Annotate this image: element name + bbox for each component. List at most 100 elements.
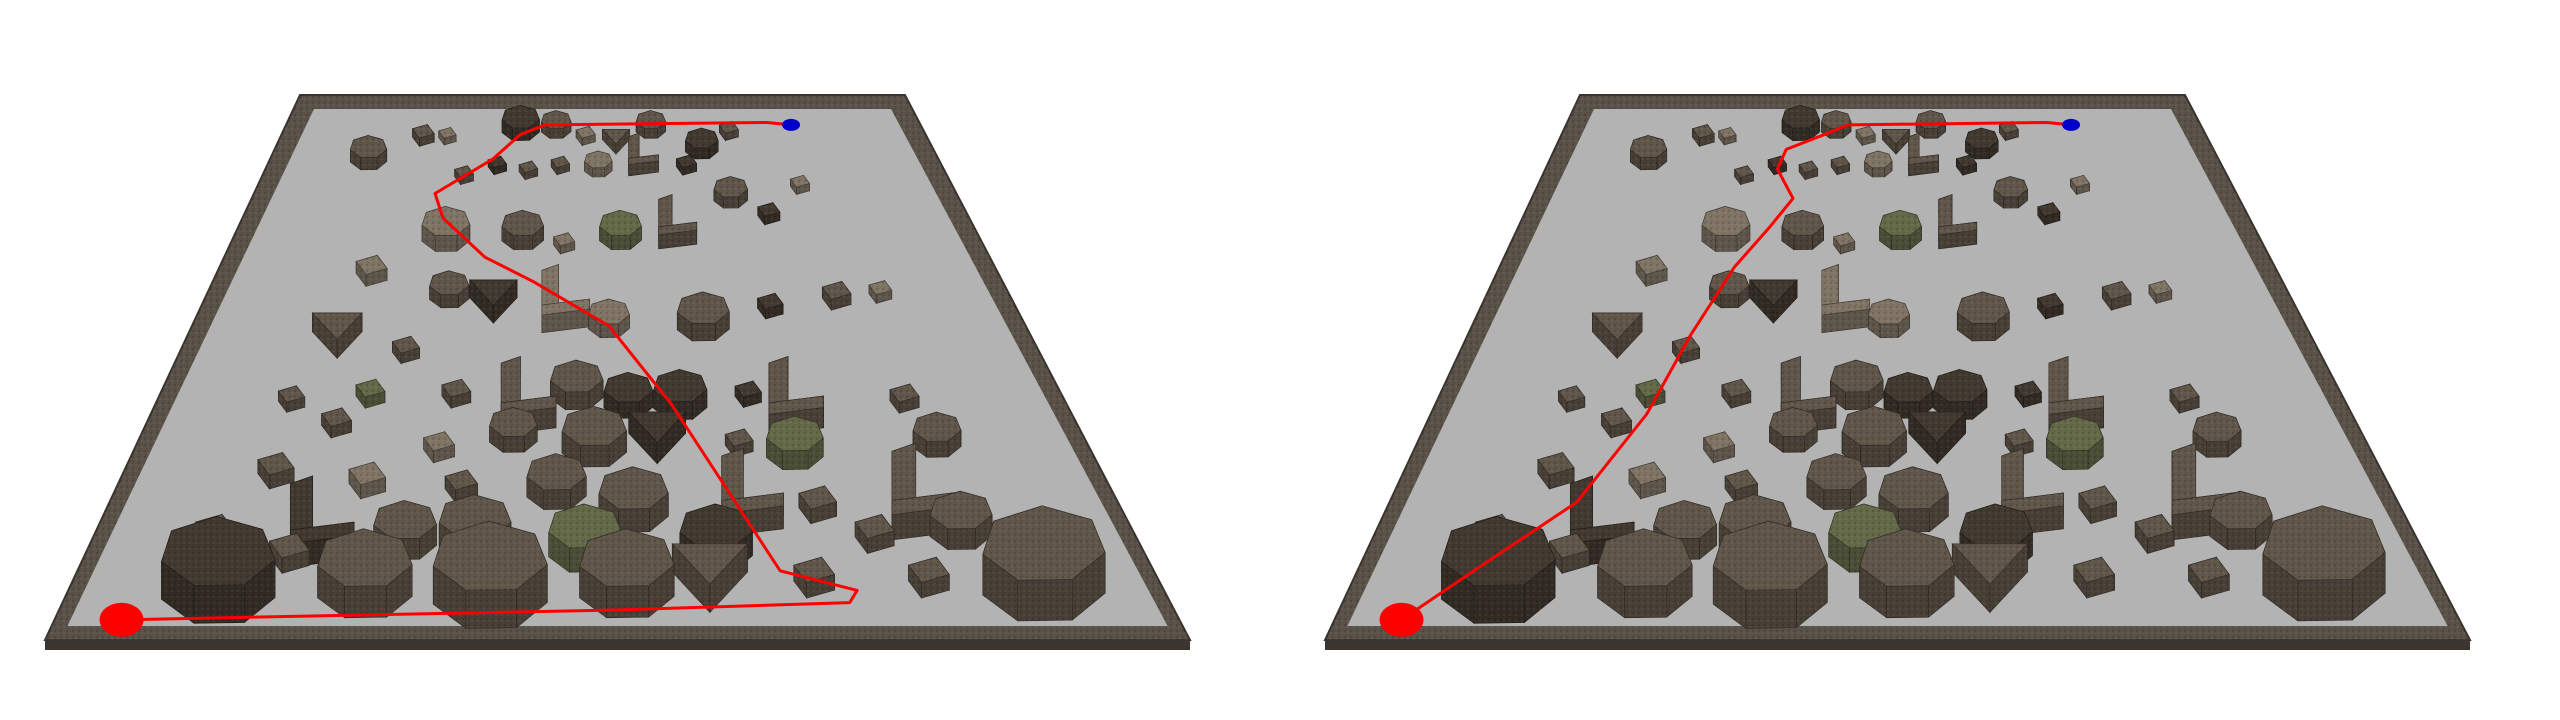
obstacle-block [1635, 254, 1668, 288]
obstacle-block [1591, 312, 1643, 360]
obstacle-block [1855, 125, 1876, 147]
obstacle-block [718, 120, 739, 142]
obstacle-block [1691, 123, 1715, 148]
obstacle-block [588, 298, 630, 339]
obstacle-block [348, 461, 387, 500]
obstacle-block [1724, 468, 1759, 504]
obstacle-block [757, 292, 784, 320]
planned-path [121, 120, 859, 622]
obstacle-block [982, 505, 1106, 622]
obstacle-block [1709, 270, 1750, 309]
obstacle-block [1628, 461, 1667, 500]
obstacle-block [603, 372, 654, 419]
obstacle-block [1878, 466, 1949, 533]
obstacle-block [355, 378, 386, 410]
obstacle-block [2209, 490, 2273, 551]
obstacle-block [575, 125, 596, 147]
obstacle-block [628, 154, 659, 177]
obstacle-block [868, 279, 893, 305]
obstacle-block [685, 127, 719, 160]
obstacle-block [501, 209, 545, 251]
obstacle-block [1734, 164, 1754, 186]
obstacle-block [2187, 556, 2230, 600]
obstacle-block [929, 490, 993, 551]
obstacle-block [1879, 209, 1922, 251]
obstacle-block [1701, 206, 1751, 253]
obstacle-block [1841, 405, 1907, 468]
obstacle-block [598, 466, 669, 533]
obstacle-block [1883, 372, 1934, 419]
obstacle-block [1718, 126, 1737, 146]
obstacle-block [1956, 291, 2010, 342]
obstacle-block [1548, 532, 1590, 575]
obstacle-block [2169, 383, 2200, 415]
obstacle-block [2078, 484, 2118, 525]
obstacle-block [713, 176, 748, 209]
obstacle-block [311, 312, 363, 360]
obstacle-block [1951, 543, 2029, 614]
obstacle-block [1938, 221, 1978, 250]
obstacle-block [421, 206, 471, 253]
obstacle-block [1993, 176, 2028, 209]
obstacle-block [676, 291, 730, 342]
obstacle-block [1537, 451, 1575, 490]
obstacle-block [1712, 520, 1828, 629]
obstacle-block [584, 150, 613, 178]
obstacle-block [1597, 528, 1693, 619]
obstacle-block [1748, 279, 1798, 324]
obstacle-block [1908, 154, 1939, 177]
obstacle-block [268, 532, 310, 575]
obstacle-block [541, 298, 591, 334]
obstacle-block [757, 201, 781, 226]
obstacle-block [320, 406, 353, 439]
arena-wall-front [1325, 640, 2470, 650]
scene-left [43, 94, 1192, 650]
obstacle-block [658, 221, 698, 250]
obstacle-block [355, 254, 388, 288]
obstacle-block [2101, 280, 2132, 312]
start-marker [99, 602, 144, 637]
obstacle-block [1703, 430, 1736, 464]
obstacle-block [1907, 411, 1967, 465]
obstacle-block [561, 405, 627, 468]
obstacle-block [429, 270, 470, 309]
goal-marker [782, 118, 801, 131]
obstacle-block [599, 209, 642, 251]
obstacle-block [675, 154, 698, 177]
obstacle-block [821, 280, 852, 312]
obstacle-block [2262, 505, 2386, 622]
obstacle-block [1998, 120, 2019, 142]
obstacle-block [2046, 415, 2104, 471]
obstacle-block [2037, 292, 2064, 320]
obstacle-block [2069, 174, 2091, 196]
obstacle-block [889, 383, 920, 415]
obstacle-block [798, 484, 838, 525]
obstacle-block [766, 415, 824, 471]
obstacle-block [553, 231, 576, 255]
start-marker [1379, 602, 1424, 637]
obstacle-block [550, 155, 571, 176]
obstacle-block [627, 411, 687, 465]
obstacle-block [391, 335, 421, 365]
obstacle-block [2134, 513, 2175, 555]
obstacle-block [1868, 298, 1910, 339]
obstacle-block [1955, 154, 1978, 177]
obstacle-block [257, 451, 295, 490]
obstacle-block [653, 369, 708, 421]
obstacle-block [1829, 359, 1884, 411]
obstacle-block [907, 556, 950, 600]
obstacle-block [518, 160, 539, 181]
obstacle-block [1629, 135, 1668, 171]
obstacle-block [1600, 406, 1633, 439]
obstacle-block [1965, 127, 1999, 160]
obstacle-block [2148, 279, 2173, 305]
obstacle-block [411, 123, 435, 148]
obstacle-block [579, 528, 675, 619]
obstacle-block [1864, 150, 1893, 178]
arena-wall-front [45, 640, 1190, 650]
obstacle-block [912, 411, 962, 458]
obstacle-block [549, 359, 604, 411]
obstacle-block [317, 528, 413, 619]
